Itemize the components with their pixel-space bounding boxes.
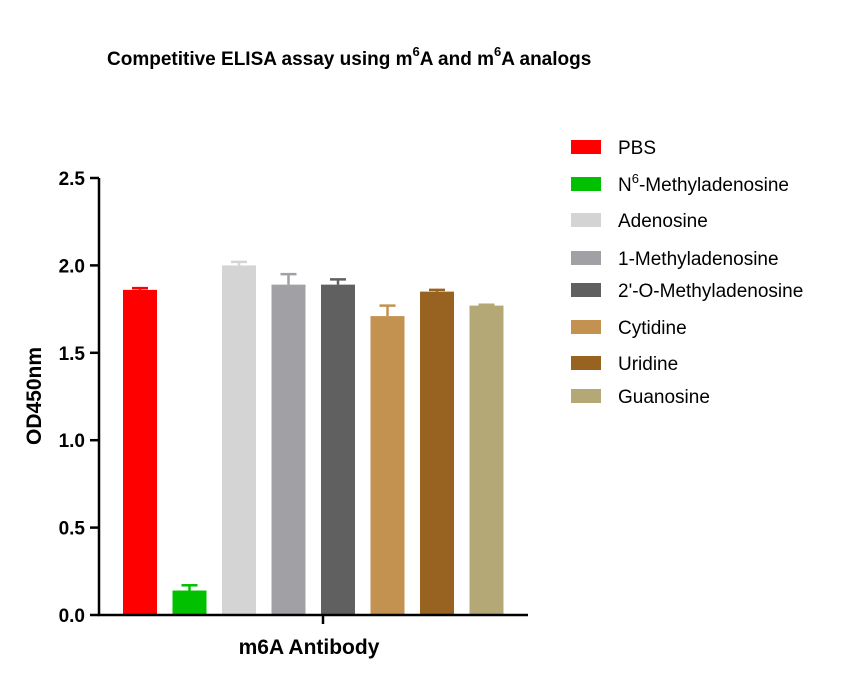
legend-swatch-2 xyxy=(571,213,601,227)
legend-swatch-6 xyxy=(571,356,601,370)
bar-0 xyxy=(123,289,157,615)
legend-label-5: Cytidine xyxy=(618,318,687,339)
legend-label-6: Uridine xyxy=(618,354,678,375)
error-bar-4 xyxy=(330,278,346,285)
bar-3 xyxy=(271,284,306,615)
error-bar-0 xyxy=(132,286,148,290)
chart-title-part2: A and m xyxy=(420,49,494,70)
x-axis-label: m6A Antibody xyxy=(239,636,380,659)
chart-title-sup1: 6 xyxy=(413,44,420,59)
y-ticks-group: 0.0 0.5 1.0 1.5 2.0 2.5 xyxy=(59,169,99,627)
bar-4 xyxy=(321,284,355,615)
bar-5 xyxy=(370,316,405,615)
error-bar-5 xyxy=(379,304,396,317)
legend-swatch-5 xyxy=(571,320,601,334)
error-bar-2 xyxy=(231,260,247,266)
error-bar-6 xyxy=(429,288,445,292)
chart-title-part1: Competitive ELISA assay using m xyxy=(107,49,413,70)
legend-label-3: 1-Methyladenosine xyxy=(618,249,779,270)
bars-group xyxy=(123,265,504,615)
chart-title-part3: A analogs xyxy=(501,49,591,70)
error-bars-group xyxy=(132,260,495,591)
y-tick-label-4: 2.0 xyxy=(59,256,85,277)
error-bar-3 xyxy=(280,272,297,285)
legend-label-4: 2'-O-Methyladenosine xyxy=(618,281,803,302)
legend-swatch-3 xyxy=(571,251,601,265)
legend-swatch-4 xyxy=(571,283,601,297)
chart-title: Competitive ELISA assay using m6A and m6… xyxy=(107,44,591,70)
legend-swatch-7 xyxy=(571,389,601,403)
chart-title-sup2: 6 xyxy=(494,44,501,59)
bar-7 xyxy=(469,305,504,615)
y-tick-label-5: 2.5 xyxy=(59,169,86,190)
bar-6 xyxy=(420,291,454,615)
y-tick-label-2: 1.0 xyxy=(59,431,85,452)
legend-swatch-0 xyxy=(571,140,601,154)
bar-1 xyxy=(172,590,207,615)
error-bar-7 xyxy=(478,303,495,306)
legend: PBS N6-Methyladenosine Adenosine 1-Methylad… xyxy=(571,138,803,408)
legend-label-1: N6-Methyladenosine xyxy=(618,171,789,196)
legend-swatch-1 xyxy=(571,177,601,191)
legend-label-7: Guanosine xyxy=(618,387,710,408)
legend-label-2: Adenosine xyxy=(618,211,708,232)
legend-label-0: PBS xyxy=(618,138,656,159)
error-bar-1 xyxy=(181,584,198,591)
bar-2 xyxy=(222,265,256,615)
y-tick-label-1: 0.5 xyxy=(59,519,86,540)
y-axis-label: OD450nm xyxy=(23,347,46,445)
y-tick-label-3: 1.5 xyxy=(59,344,86,365)
y-tick-label-0: 0.0 xyxy=(59,606,85,627)
